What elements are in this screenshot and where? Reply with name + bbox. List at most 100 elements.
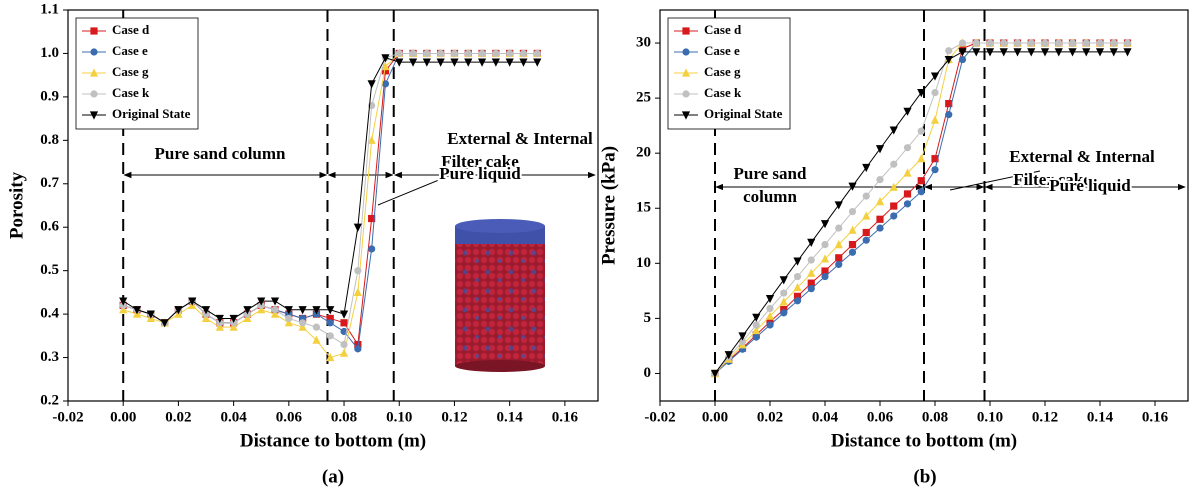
x-tick-label: -0.02 <box>52 409 83 425</box>
data-point <box>229 314 238 324</box>
annotation: External & Internal <box>447 129 593 148</box>
x-tick-label: 0.14 <box>497 409 524 425</box>
data-point <box>353 287 362 296</box>
x-tick-label: 0.06 <box>867 409 894 425</box>
data-point <box>862 236 870 244</box>
data-point <box>710 369 720 379</box>
data-point <box>368 245 376 253</box>
annotation: Pure liquid <box>1049 176 1131 195</box>
data-point <box>533 58 542 67</box>
data-point <box>312 335 321 344</box>
data-point <box>682 48 690 56</box>
data-point <box>903 200 912 208</box>
data-point <box>958 39 967 47</box>
data-point <box>862 228 870 237</box>
x-tick-label: 0.02 <box>757 409 783 425</box>
data-point <box>848 225 857 234</box>
data-point <box>752 333 760 341</box>
data-point <box>848 182 857 191</box>
y-axis-label: Porosity <box>6 171 27 239</box>
data-point <box>780 309 788 317</box>
plot-frame <box>67 9 599 402</box>
data-point <box>903 144 912 152</box>
data-point <box>381 80 390 88</box>
data-point <box>270 297 280 306</box>
data-point <box>146 310 155 319</box>
legend-label: Case g <box>704 64 741 79</box>
y-tick-label: 0.6 <box>40 219 59 235</box>
data-point <box>917 127 925 135</box>
data-point <box>285 314 293 323</box>
data-point <box>437 49 445 58</box>
data-point <box>505 58 514 67</box>
data-point <box>1109 48 1118 57</box>
data-point <box>972 39 980 47</box>
callout-line <box>377 167 469 206</box>
data-point <box>506 49 514 58</box>
data-point <box>930 72 940 81</box>
y-tick-label: 0.3 <box>40 349 59 365</box>
data-point <box>765 311 775 320</box>
x-tick-label: 0.00 <box>702 409 728 425</box>
x-tick-label: 0.16 <box>1142 409 1169 425</box>
data-point <box>1095 48 1105 57</box>
legend-label: Case g <box>112 64 149 79</box>
data-point <box>90 27 98 35</box>
data-point <box>945 47 953 55</box>
y-tick-label: 0.5 <box>40 262 59 278</box>
data-point <box>201 313 211 323</box>
legend-label: Case k <box>112 85 150 100</box>
data-point <box>682 27 690 35</box>
data-point <box>972 48 981 57</box>
data-point <box>821 272 829 281</box>
x-tick-label: 0.00 <box>110 409 136 425</box>
data-point <box>1027 39 1035 47</box>
data-point <box>779 276 788 285</box>
data-point <box>848 241 857 249</box>
data-point <box>807 256 815 264</box>
data-point <box>326 314 334 323</box>
data-point <box>821 267 829 275</box>
data-point <box>903 168 912 177</box>
data-point <box>752 313 761 322</box>
data-point <box>958 55 967 64</box>
data-point <box>367 135 376 144</box>
data-point <box>1068 39 1077 47</box>
data-point <box>1068 48 1077 57</box>
data-point <box>492 49 500 58</box>
data-point <box>834 240 843 249</box>
y-tick-label: 10 <box>636 255 651 271</box>
data-point <box>681 68 691 77</box>
data-point <box>464 49 472 58</box>
x-tick-label: -0.02 <box>644 409 675 425</box>
x-tick-label: 0.04 <box>812 409 839 425</box>
y-tick-label: 1.0 <box>40 45 59 61</box>
data-point <box>395 58 404 67</box>
y-tick-label: 0.7 <box>40 175 59 191</box>
data-point <box>367 80 376 89</box>
data-point <box>958 48 967 57</box>
data-point <box>215 314 224 324</box>
data-point <box>917 154 926 163</box>
x-tick-label: 0.14 <box>1087 409 1114 425</box>
data-point <box>1123 48 1132 57</box>
data-point <box>89 68 99 77</box>
data-point <box>381 67 390 75</box>
data-point <box>1013 39 1022 47</box>
data-point <box>875 145 885 154</box>
data-point <box>793 272 802 281</box>
data-point <box>752 325 761 335</box>
data-point <box>423 49 431 58</box>
data-point <box>1000 39 1008 47</box>
data-point <box>1055 39 1063 47</box>
x-tick-label: 0.10 <box>977 409 1003 425</box>
data-point <box>354 267 362 275</box>
data-point <box>271 306 279 314</box>
legend-label: Case d <box>704 22 742 37</box>
annotation: Pure sand column <box>155 144 287 163</box>
figure-caption: (a) <box>322 466 344 487</box>
data-point <box>903 107 912 116</box>
y-tick-label: 20 <box>636 145 651 161</box>
data-point <box>368 214 376 223</box>
data-point <box>766 321 774 329</box>
